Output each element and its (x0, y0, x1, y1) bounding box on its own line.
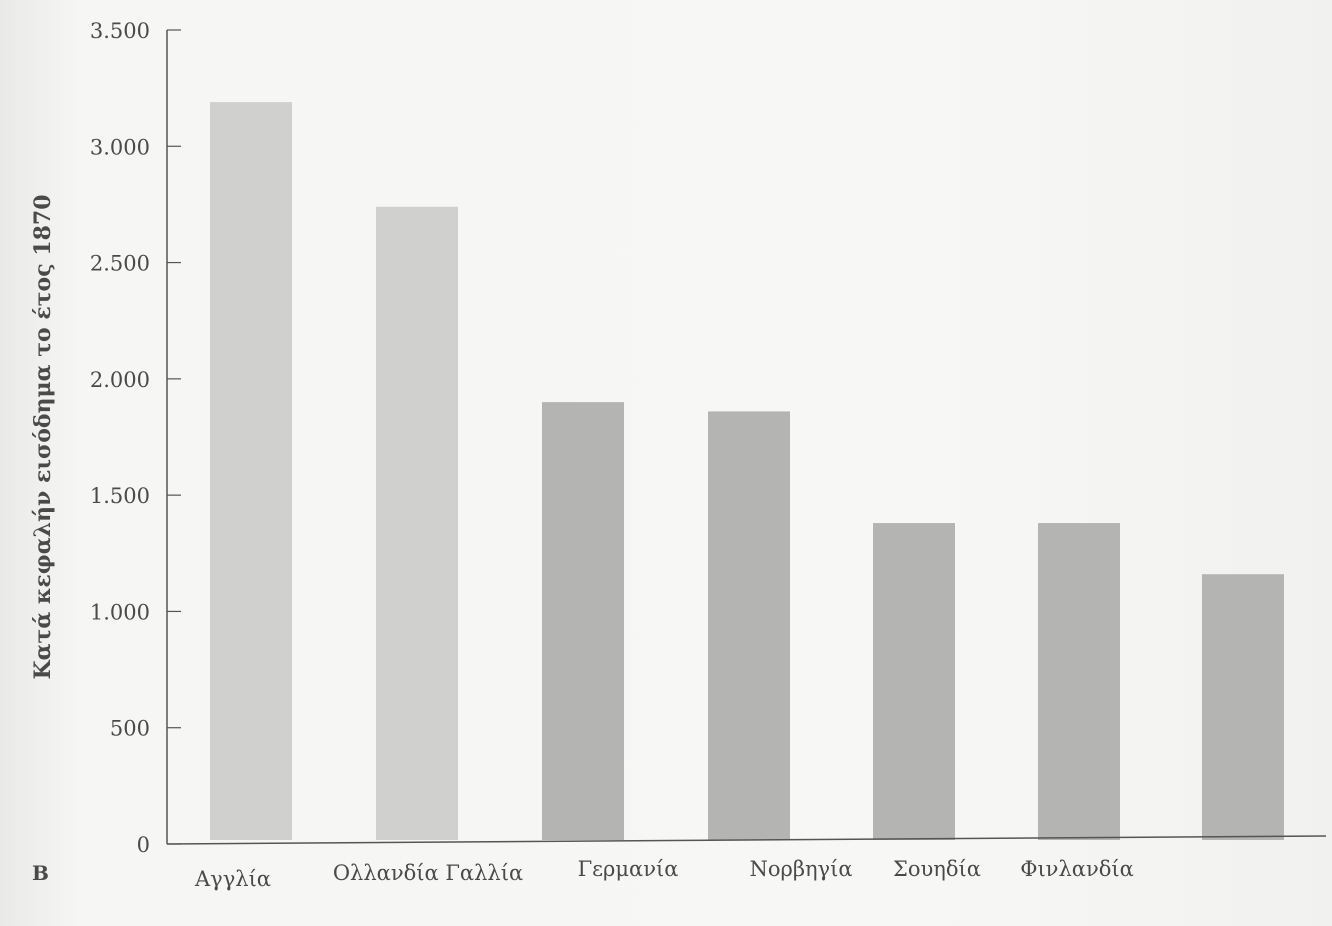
y-axis-title: Κατά κεφαλήν εισόδημα το έτος 1870 (30, 194, 56, 679)
bar (210, 102, 292, 840)
x-tick-label: Σουηδία (893, 857, 981, 881)
x-tick-label: Φινλανδία (1020, 857, 1134, 881)
x-axis-line (166, 835, 1327, 845)
bar (376, 206, 458, 841)
bar (542, 402, 624, 840)
x-tick-label: Ολλανδία Γαλλία (333, 861, 523, 885)
bar (1202, 574, 1284, 840)
x-tick-label: Γερμανία (578, 857, 679, 881)
bar (1038, 523, 1120, 840)
x-tick-label: Αγγλία (194, 867, 271, 891)
bar (708, 411, 790, 840)
y-tick-label: 3.000 (90, 135, 150, 159)
bar (873, 523, 955, 840)
y-tick-label: 0 (137, 833, 150, 857)
y-tick-label: 500 (110, 717, 150, 741)
y-tick-label: 2.000 (90, 368, 150, 392)
x-tick-label: Νορβηγία (749, 857, 852, 881)
panel-label: B (32, 861, 49, 885)
y-tick-label: 1.500 (90, 484, 150, 508)
y-tick-label: 1.000 (90, 600, 150, 624)
y-tick-label: 3.500 (90, 19, 150, 43)
y-tick-label: 2.500 (90, 252, 150, 276)
